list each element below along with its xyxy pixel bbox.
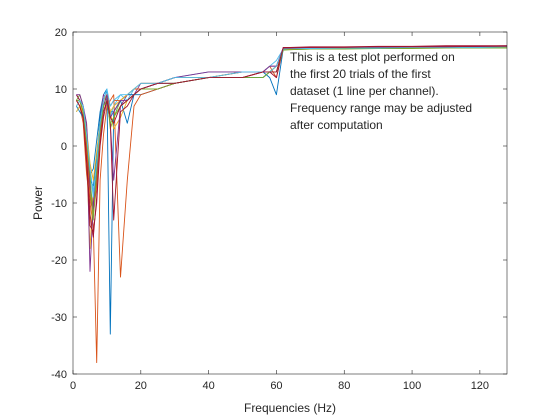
y-axis-label: Power xyxy=(31,186,45,220)
y-tick-label: -30 xyxy=(51,312,67,324)
series-line-14 xyxy=(76,45,507,232)
annotation-line: This is a test plot performed on xyxy=(290,50,455,64)
series-lines xyxy=(76,45,508,364)
y-tick-label: -20 xyxy=(51,255,67,267)
x-tick-label: 60 xyxy=(270,380,282,392)
series-line-12 xyxy=(76,47,507,221)
annotation-line: Frequency range may be adjusted xyxy=(290,101,472,115)
y-tick-label: 10 xyxy=(55,84,67,96)
x-tick-label: 80 xyxy=(338,380,350,392)
series-line-13 xyxy=(76,46,508,193)
annotation-line: after computation xyxy=(290,118,383,132)
annotation-text: This is a test plot performed on the firs… xyxy=(290,50,472,132)
y-tick-label: 0 xyxy=(61,141,67,153)
y-tick-label: -10 xyxy=(51,198,67,210)
x-axis-label: Frequencies (Hz) xyxy=(244,401,336,415)
x-tick-label: 20 xyxy=(135,380,147,392)
x-tick-label: 0 xyxy=(70,380,76,392)
x-tick-label: 100 xyxy=(403,380,421,392)
annotation-line: dataset (1 line per channel). xyxy=(290,84,439,98)
annotation-line: the first 20 trials of the first xyxy=(290,67,431,81)
y-axis-ticks: -40 -30 -20 -10 0 10 20 xyxy=(51,27,507,381)
x-tick-label: 120 xyxy=(471,380,489,392)
y-tick-label: -40 xyxy=(51,369,67,381)
y-tick-label: 20 xyxy=(55,27,67,39)
x-axis-ticks: 0 20 40 60 80 100 120 xyxy=(70,32,489,392)
x-tick-label: 40 xyxy=(203,380,215,392)
